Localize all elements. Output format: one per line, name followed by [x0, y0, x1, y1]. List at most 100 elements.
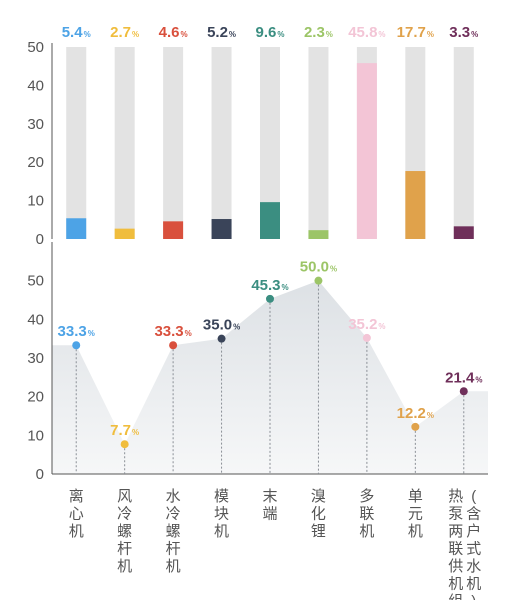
area-point [72, 341, 81, 350]
bar-value-unit: % [277, 30, 284, 39]
area-value-number: 12.2 [397, 405, 426, 422]
bar-value-unit: % [132, 30, 139, 39]
area-y-tick-label: 20 [27, 389, 44, 406]
area-value-number: 33.3 [58, 323, 87, 340]
bar-y-tick-label: 0 [36, 231, 44, 248]
bar-value-unit: % [378, 30, 385, 39]
area-value-unit: % [132, 428, 139, 437]
bar-track [114, 47, 135, 239]
category-label-char: 供 [448, 558, 463, 575]
area-point [217, 334, 226, 343]
area-y-tick-label: 0 [36, 466, 44, 483]
bar-value-number: 5.4 [62, 24, 84, 41]
category-label-char: 联 [359, 506, 374, 523]
category-label-char: 热 [448, 488, 463, 505]
area-fill [52, 280, 488, 474]
bar [308, 230, 329, 239]
area-value-label: 33.3% [58, 323, 95, 340]
area-point [169, 341, 178, 350]
bar-value-number: 9.6 [256, 24, 277, 41]
category-label-char: 末 [262, 488, 277, 505]
category-label-char: 心 [69, 506, 84, 523]
area-point [266, 294, 274, 303]
category-labels: 离心机风冷螺杆机水冷螺杆机模块机末端溴化锂多联机单元机热泵两联供机组(含户式水机… [69, 488, 482, 600]
category-label-char: 联 [448, 541, 463, 558]
area-value-unit: % [475, 375, 482, 384]
bar-value-number: 2.3 [304, 24, 325, 41]
bar-track [211, 47, 232, 239]
bar [114, 228, 135, 239]
area-value-number: 21.4 [445, 369, 475, 386]
category-label-char: 机 [448, 576, 463, 593]
category-label-char: 冷 [166, 506, 181, 523]
bar-value-label: 4.6% [159, 24, 188, 41]
bar [163, 221, 184, 239]
category-label-char: 机 [466, 576, 481, 593]
bar-track [66, 47, 87, 239]
bar-value-label: 17.7% [397, 24, 434, 41]
area-value-unit: % [88, 329, 95, 338]
area-value-number: 7.7 [110, 422, 131, 439]
bar-y-tick-label: 30 [27, 116, 44, 133]
area-y-tick-label: 40 [27, 311, 44, 328]
bar-value-label: 5.2% [207, 24, 236, 41]
area-value-label: 21.4% [445, 369, 482, 386]
area-value-number: 50.0 [300, 259, 329, 276]
bar-value-number: 3.3 [449, 24, 470, 41]
bar-value-number: 4.6 [159, 24, 180, 41]
bar [453, 226, 474, 239]
category-label-char: 螺 [117, 523, 132, 540]
area-y-tick-label: 50 [27, 273, 44, 290]
area-value-number: 35.2 [348, 316, 377, 333]
area-value-unit: % [282, 283, 289, 292]
category-label-char: 含 [466, 506, 481, 523]
area-value-unit: % [233, 323, 240, 332]
bar-value-label: 3.3% [449, 24, 478, 41]
bar-value-unit: % [326, 30, 333, 39]
bar-y-tick-label: 20 [27, 154, 44, 171]
bar-value-number: 2.7 [110, 24, 131, 41]
area-value-label: 35.2% [348, 316, 385, 333]
area-point [120, 440, 129, 449]
category-label-char: 单 [408, 488, 423, 505]
area-y-tick-label: 10 [27, 427, 44, 444]
category-label-char: 杆 [166, 541, 181, 558]
category-label-char: 式 [466, 541, 481, 558]
bar [66, 218, 87, 239]
category-label-char: 机 [117, 558, 132, 575]
bar-value-unit: % [84, 30, 91, 39]
category-label-char: ) [471, 593, 476, 600]
category-label-char: 机 [166, 558, 181, 575]
bar-value-label: 5.4% [62, 24, 91, 41]
bar-value-unit: % [471, 30, 478, 39]
category-label-char: 两 [448, 523, 463, 540]
area-value-label: 7.7% [110, 422, 139, 439]
category-label-char: 化 [311, 506, 326, 523]
area-chart: 0102030405033.3%7.7%33.3%35.0%45.3%50.0%… [27, 242, 488, 483]
category-label-char: 杆 [117, 541, 132, 558]
area-value-unit: % [185, 329, 192, 338]
bar-value-label: 2.7% [110, 24, 139, 41]
bar-y-tick-label: 50 [27, 39, 44, 56]
bar [211, 219, 232, 239]
category-label-char: 锂 [311, 523, 326, 540]
bar [356, 63, 377, 240]
area-point [362, 333, 371, 342]
category-label-char: 水 [466, 558, 481, 575]
category-label-char: 泵 [448, 506, 463, 523]
area-value-unit: % [330, 265, 337, 274]
category-label-char: 机 [359, 523, 374, 540]
category-label-char: 机 [408, 523, 423, 540]
area-value-label: 50.0% [300, 259, 337, 276]
bar-value-label: 9.6% [256, 24, 285, 41]
area-value-number: 45.3 [251, 277, 280, 294]
area-value-number: 33.3 [154, 323, 183, 340]
area-y-tick-label: 30 [27, 350, 44, 367]
area-point [314, 276, 323, 285]
bar-track [308, 47, 329, 239]
bar-value-number: 45.8 [348, 24, 377, 41]
area-value-label: 45.3% [251, 277, 288, 294]
category-label-char: 元 [408, 506, 423, 523]
